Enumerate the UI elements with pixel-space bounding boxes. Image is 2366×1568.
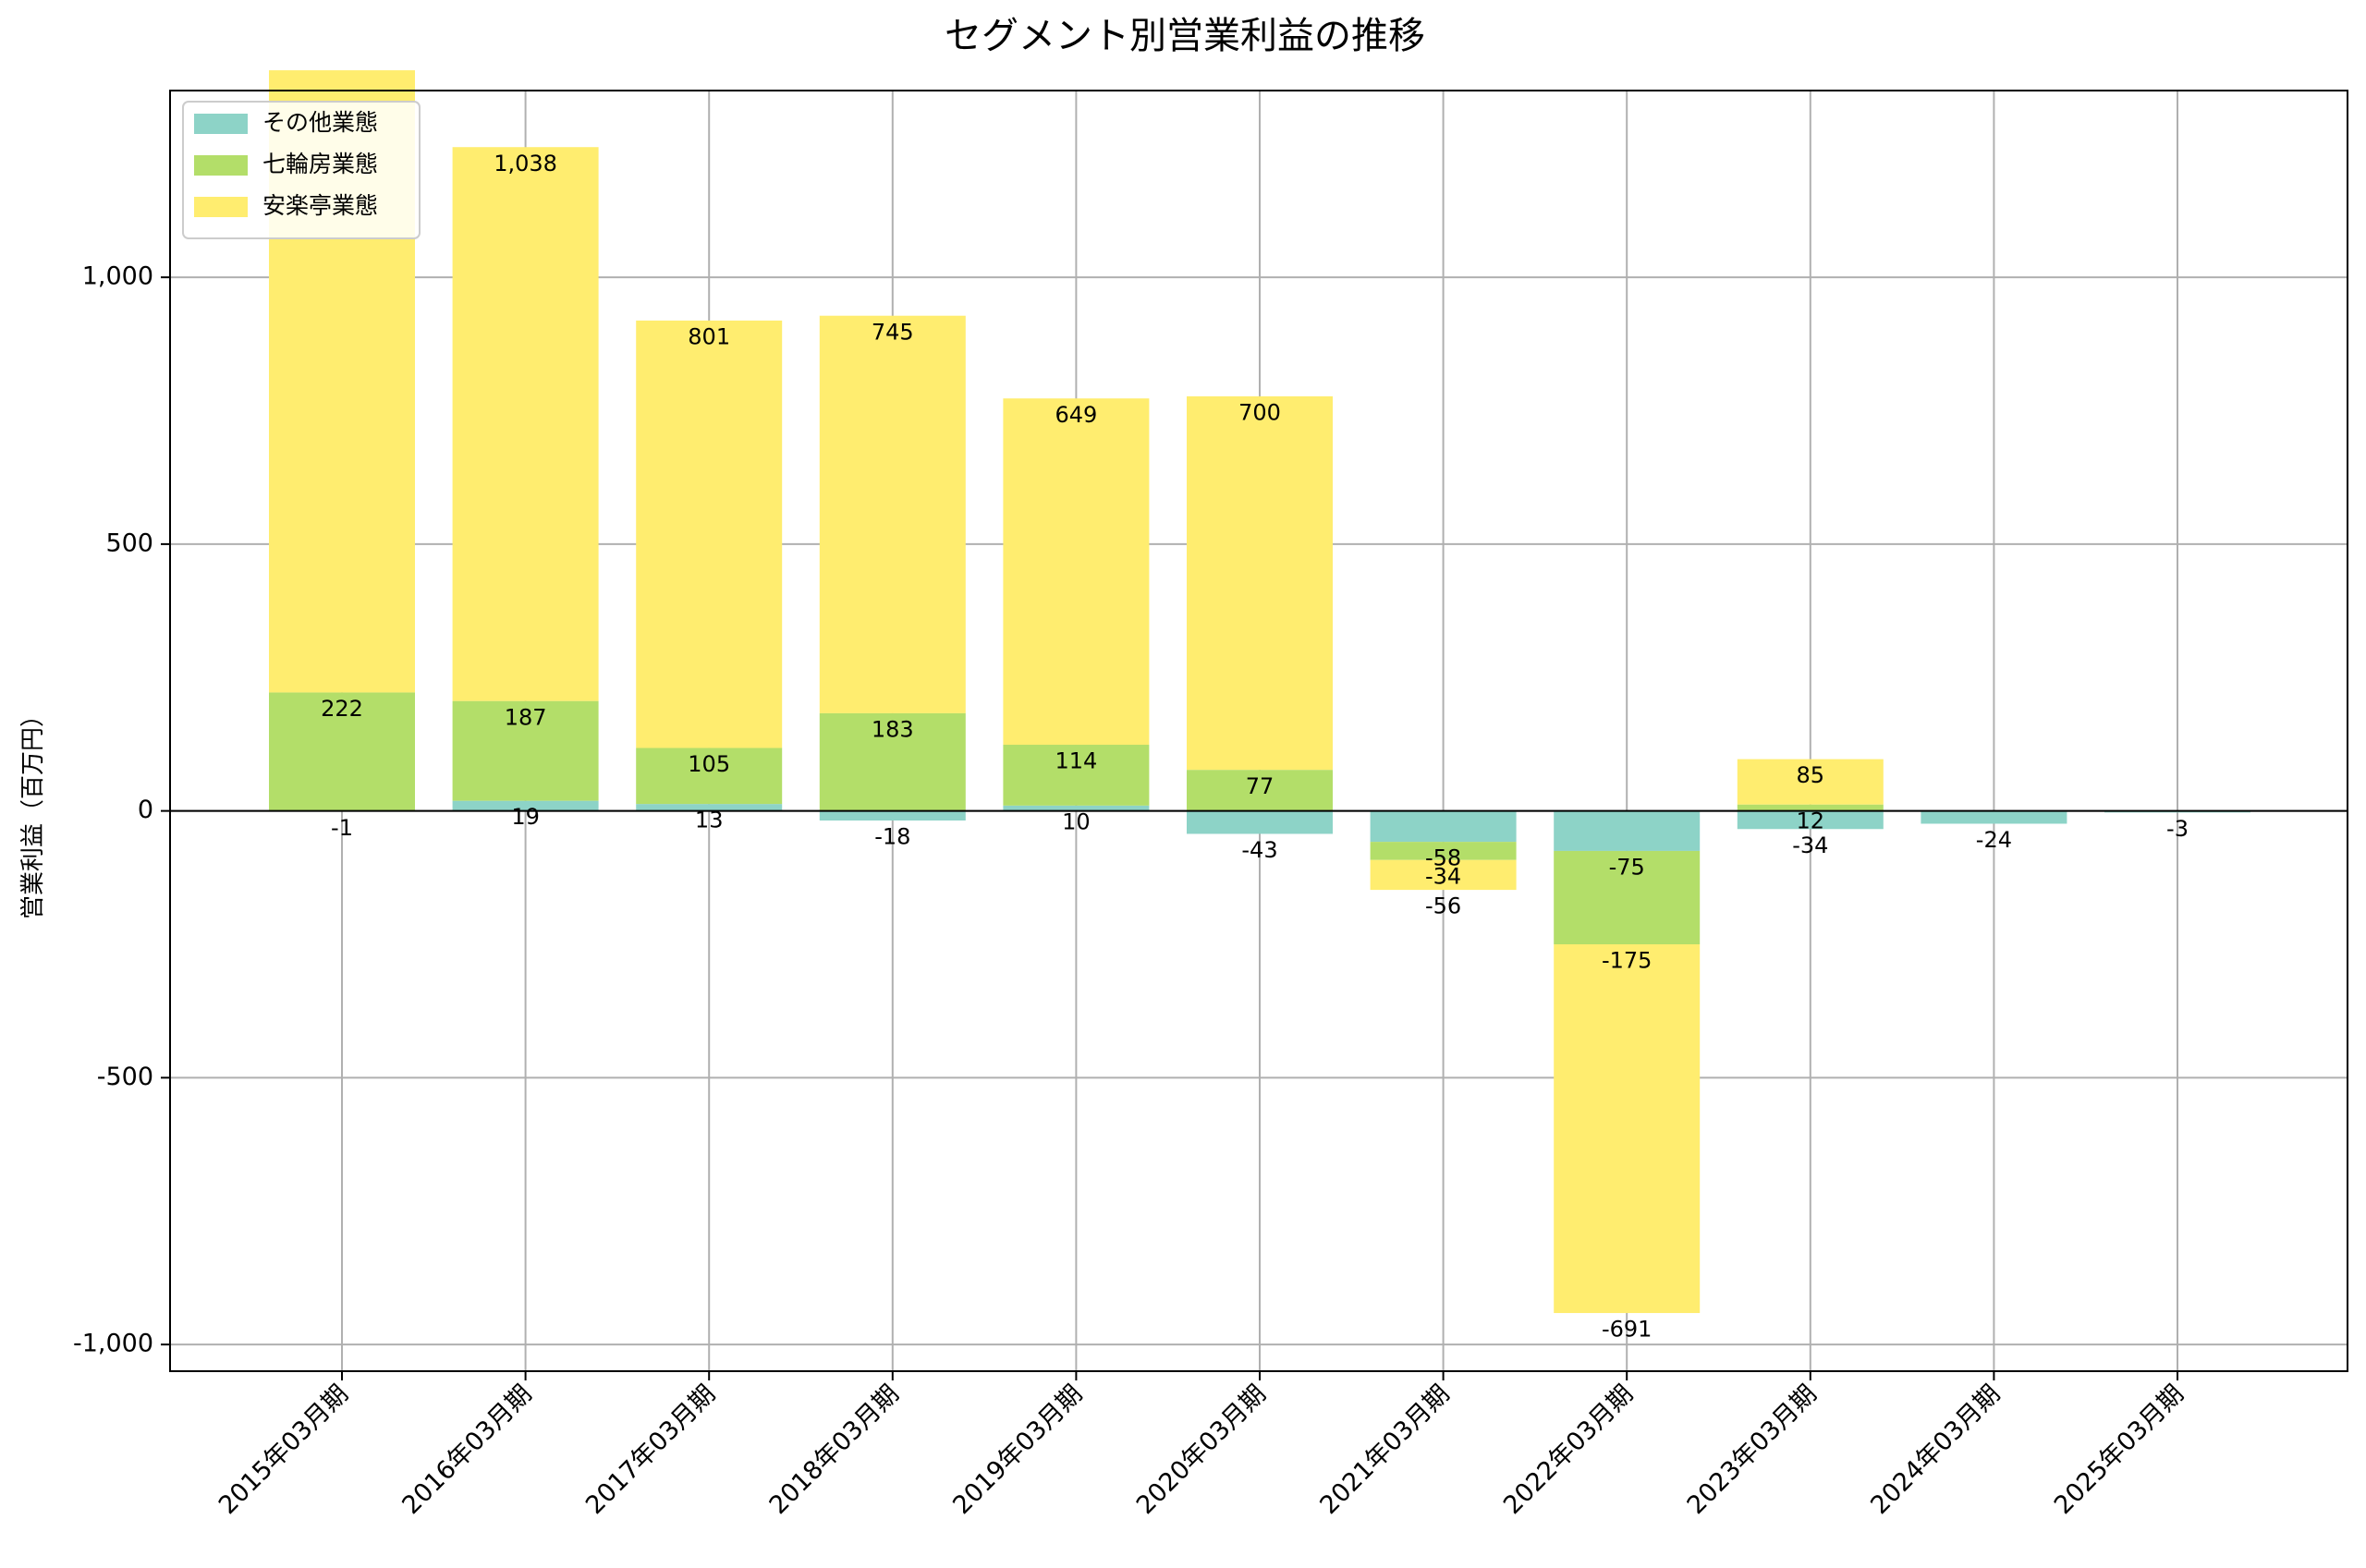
bar-segment (1554, 944, 1701, 1314)
data-label: 745 (872, 319, 914, 345)
bar-segment (1003, 745, 1150, 806)
bar-segment (1554, 810, 1701, 851)
data-label: 13 (695, 808, 724, 833)
x-tick-label: 2020年03月期 (1131, 1380, 1272, 1520)
data-label: 801 (688, 323, 730, 349)
bar-segment (452, 800, 599, 811)
y-tick-label: -500 (97, 1063, 153, 1091)
legend-label: 安楽亭業態 (262, 192, 378, 219)
x-tick-label: 2022年03月期 (1498, 1380, 1639, 1520)
data-label: 700 (1238, 400, 1281, 426)
data-label: 1,038 (494, 151, 557, 176)
x-tick-label: 2016年03月期 (396, 1380, 537, 1520)
bar-segment (636, 748, 783, 805)
data-label: 12 (1797, 808, 1825, 833)
bar-segment (819, 712, 966, 811)
data-label: 77 (1246, 773, 1274, 799)
bar-segment (452, 147, 599, 701)
y-axis-label: 営業利益（百万円） (19, 703, 47, 919)
legend-swatch (194, 155, 248, 176)
chart-title: セグメント別営業利益の推移 (945, 15, 1425, 57)
bar-segment (1003, 805, 1150, 811)
data-label: 10 (1062, 808, 1091, 834)
legend-swatch (194, 114, 248, 134)
data-label: -3 (2166, 816, 2189, 842)
bar-segment (1187, 395, 1333, 771)
data-label: -56 (1425, 893, 1461, 919)
bar-segment (1737, 804, 1884, 811)
x-tick-label: 2018年03月期 (764, 1380, 905, 1520)
data-label: 114 (1055, 748, 1097, 774)
x-tick-label: 2024年03月期 (1865, 1380, 2006, 1520)
data-label: 105 (688, 751, 730, 777)
data-label: -24 (1976, 827, 2012, 853)
legend-label: その他業態 (262, 109, 378, 136)
data-label: -18 (874, 824, 910, 850)
y-axis-ticks: -1,000 -500 0 500 1,000 (73, 262, 170, 1358)
bar-segment (1554, 850, 1701, 944)
data-label: -1 (331, 815, 353, 841)
data-label: -34 (1792, 833, 1828, 858)
data-label: -34 (1425, 863, 1461, 889)
bar-segment (1370, 842, 1517, 860)
x-tick-label: 2025年03月期 (2049, 1380, 2189, 1520)
legend-swatch (194, 197, 248, 217)
bar-segment (1737, 759, 1884, 805)
data-label: -58 (1425, 845, 1461, 871)
data-label: 85 (1797, 762, 1825, 788)
x-axis-ticks: 2015年03月期 2016年03月期 2017年03月期 2018年03月期 2019… (213, 1371, 2189, 1520)
data-label: -43 (1241, 837, 1277, 863)
bar-segment (1737, 810, 1884, 830)
bar-segment (1187, 770, 1333, 811)
y-tick-label: 1,000 (82, 262, 153, 291)
x-tick-label: 2023年03月期 (1682, 1380, 1823, 1520)
data-label: -75 (1609, 855, 1645, 881)
data-label: 222 (321, 696, 363, 722)
bar-segment (819, 315, 966, 713)
data-label: -175 (1602, 948, 1652, 974)
bar-segment (1187, 810, 1333, 834)
data-label: 19 (511, 804, 540, 830)
x-tick-label: 2015年03月期 (213, 1380, 354, 1520)
data-labels-layer: -1 222 19 187 1,038 13 105 801 -18 183 745 10 114 649… (321, 151, 2189, 1343)
bar-segment (819, 810, 966, 821)
y-tick-label: -1,000 (73, 1330, 153, 1358)
bars-layer (269, 70, 2250, 1314)
y-tick-label: 500 (105, 529, 153, 557)
data-label: 187 (505, 704, 547, 730)
data-label: -691 (1602, 1317, 1652, 1343)
bar-segment (1003, 398, 1150, 746)
legend-label: 七輪房業態 (262, 151, 378, 177)
bar-segment (1370, 810, 1517, 843)
x-tick-label: 2021年03月期 (1314, 1380, 1455, 1520)
bar-segment (1921, 810, 2067, 824)
data-label: 649 (1055, 402, 1097, 428)
bar-segment (269, 692, 415, 811)
bar-segment (1370, 859, 1517, 891)
bar-segment (636, 804, 783, 811)
x-tick-label: 2017年03月期 (580, 1380, 721, 1520)
data-label: 183 (872, 717, 914, 743)
y-tick-label: 0 (138, 796, 153, 824)
bar-segment (636, 320, 783, 748)
x-tick-label: 2019年03月期 (947, 1380, 1088, 1520)
bar-segment (452, 700, 599, 801)
